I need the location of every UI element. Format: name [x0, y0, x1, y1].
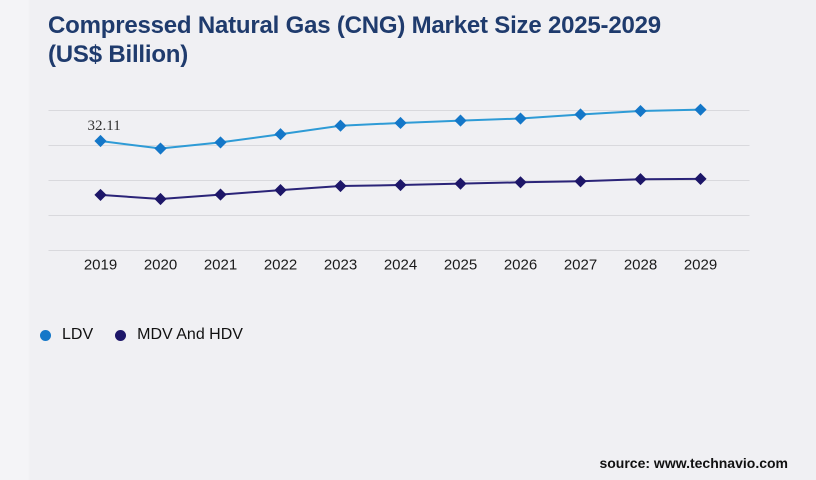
data-point-mdv-and-hdv: [574, 175, 587, 188]
source-attribution: source: www.technavio.com: [599, 455, 788, 471]
data-point-mdv-and-hdv: [274, 184, 287, 197]
data-point-mdv-and-hdv: [154, 192, 167, 206]
x-axis-label: 2021: [204, 257, 237, 274]
x-axis-label: 2029: [684, 257, 717, 274]
x-axis-label: 2026: [504, 257, 537, 274]
data-point-ldv: [394, 116, 407, 130]
data-point-ldv: [154, 142, 167, 155]
data-point-mdv-and-hdv: [214, 188, 227, 201]
x-axis-label: 2027: [564, 257, 597, 274]
data-point-mdv-and-hdv: [454, 177, 467, 190]
legend-label-mdv-and-hdv: MDV And HDV: [137, 326, 243, 343]
data-point-ldv: [454, 114, 467, 127]
data-point-ldv: [634, 104, 647, 118]
x-axis-label: 2022: [264, 257, 297, 274]
x-axis-label: 2028: [624, 257, 657, 274]
data-label: 32.11: [88, 118, 121, 134]
x-axis-label: 2025: [444, 257, 477, 274]
data-point-mdv-and-hdv: [334, 179, 347, 193]
data-point-ldv: [334, 119, 347, 132]
x-axis-label: 2020: [144, 257, 177, 274]
series-line-ldv: [100, 108, 701, 150]
data-point-mdv-and-hdv: [514, 176, 527, 189]
x-axis-label: 2023: [324, 257, 357, 274]
data-point-mdv-and-hdv: [94, 188, 107, 201]
x-axis-label: 2019: [84, 257, 117, 274]
data-point-ldv: [274, 128, 287, 141]
ldv-series-dot-icon: [40, 329, 51, 341]
data-point-ldv: [694, 103, 707, 116]
legend-item-mdv-and-hdv[interactable]: MDV And HDV: [115, 326, 243, 344]
legend-label-ldv: LDV: [62, 326, 94, 343]
data-point-mdv-and-hdv: [634, 173, 647, 186]
data-point-mdv-and-hdv: [694, 172, 707, 185]
chart-legend: LDV MDV And HDV: [40, 326, 243, 344]
x-axis-label: 2024: [384, 257, 417, 274]
chart-title: Compressed Natural Gas (CNG) Market Size…: [48, 12, 661, 68]
mdv-hdv-series-dot-icon: [115, 329, 127, 341]
data-point-ldv: [514, 112, 527, 125]
legend-item-ldv[interactable]: LDV: [40, 326, 93, 344]
data-point-ldv: [94, 134, 107, 148]
data-point-mdv-and-hdv: [394, 178, 407, 192]
data-point-ldv: [214, 136, 227, 149]
